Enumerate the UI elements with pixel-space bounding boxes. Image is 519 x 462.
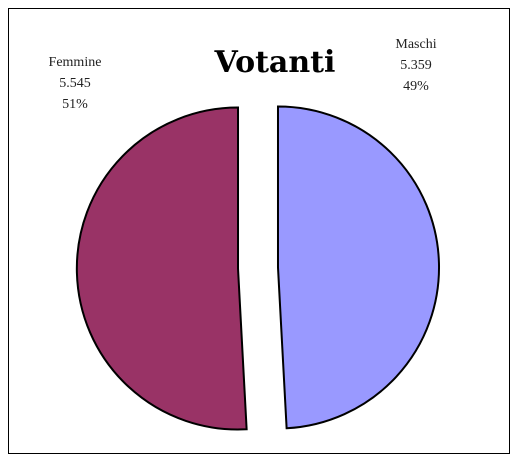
chart-title: Votanti [214,45,336,80]
slice-percent-maschi: 49% [403,79,429,94]
slice-percent-femmine: 51% [62,97,88,112]
slice-label-femmine: Femmine [49,55,102,70]
pie-slice-maschi [276,105,440,430]
slice-label-maschi: Maschi [395,37,436,52]
slice-value-femmine: 5.545 [59,76,91,91]
pie-slice-femmine [75,106,248,431]
slice-value-maschi: 5.359 [400,58,432,73]
